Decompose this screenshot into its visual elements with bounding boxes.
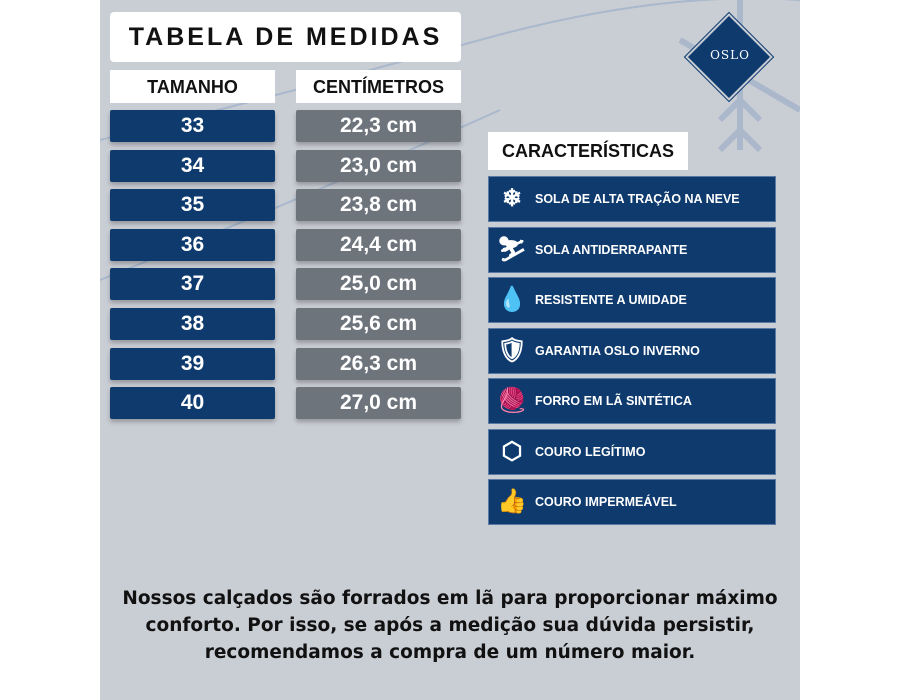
page-title: TABELA DE MEDIDAS <box>110 12 461 62</box>
feature-label: SOLA ANTIDERRAPANTE <box>535 242 688 257</box>
feature-item: ⬡ COURO LEGÍTIMO <box>488 428 776 475</box>
size-cell: 34 <box>110 149 275 182</box>
size-cell: 36 <box>110 228 275 261</box>
cm-cell: 22,3 cm <box>296 110 461 142</box>
cm-cell: 27,0 cm <box>296 387 461 420</box>
sizing-note: Nossos calçados são forrados em lã para … <box>122 588 778 663</box>
feature-item: 🧶 FORRO EM LÃ SINTÉTICA <box>488 378 776 424</box>
feature-label: FORRO EM LÃ SINTÉTICA <box>535 394 692 408</box>
cm-cell: 23,0 cm <box>296 149 461 182</box>
cm-cell: 24,4 cm <box>296 228 461 261</box>
slip-icon: ⛷ <box>496 235 528 263</box>
feature-label: RESISTENTE A UMIDADE <box>535 293 687 307</box>
cm-cell: 26,3 cm <box>296 347 461 380</box>
cm-cell: 25,0 cm <box>296 268 461 301</box>
feature-item: 🛡 GARANTIA OSLO INVERNO <box>488 327 776 374</box>
water-drop-icon: 💧 <box>497 286 527 313</box>
feature-label: COURO LEGÍTIMO <box>535 444 646 459</box>
feature-item: 💧 RESISTENTE A UMIDADE <box>488 277 776 323</box>
size-cell: 33 <box>110 110 275 142</box>
feature-item: ⛷ SOLA ANTIDERRAPANTE <box>488 226 776 273</box>
cm-cell: 25,6 cm <box>296 308 461 340</box>
feature-label: SOLA DE ALTA TRAÇÃO NA NEVE <box>535 192 740 206</box>
snow-sole-icon: ❄ <box>501 185 523 212</box>
size-cell: 39 <box>110 347 275 380</box>
brand-logo-text: OSLO <box>710 48 750 62</box>
size-cell: 35 <box>110 189 275 222</box>
features-title: CARACTERÍSTICAS <box>488 132 688 170</box>
cm-header: CENTÍMETROS <box>296 70 461 103</box>
shield-check-icon: 🛡 <box>496 336 528 364</box>
leather-hide-icon: ⬡ <box>501 437 523 465</box>
size-header: TAMANHO <box>110 70 275 103</box>
cm-cell: 23,8 cm <box>296 189 461 222</box>
feature-item: ❄ SOLA DE ALTA TRAÇÃO NA NEVE <box>488 176 776 222</box>
feature-item: 👍 COURO IMPERMEÁVEL <box>488 479 776 525</box>
size-cell: 37 <box>110 268 275 301</box>
feature-label: GARANTIA OSLO INVERNO <box>535 343 700 358</box>
size-cell: 40 <box>110 387 275 420</box>
size-cell: 38 <box>110 308 275 340</box>
yarn-ball-icon: 🧶 <box>497 387 527 414</box>
drop-thumbs-up-icon: 👍 <box>497 488 527 515</box>
feature-label: COURO IMPERMEÁVEL <box>535 495 677 509</box>
